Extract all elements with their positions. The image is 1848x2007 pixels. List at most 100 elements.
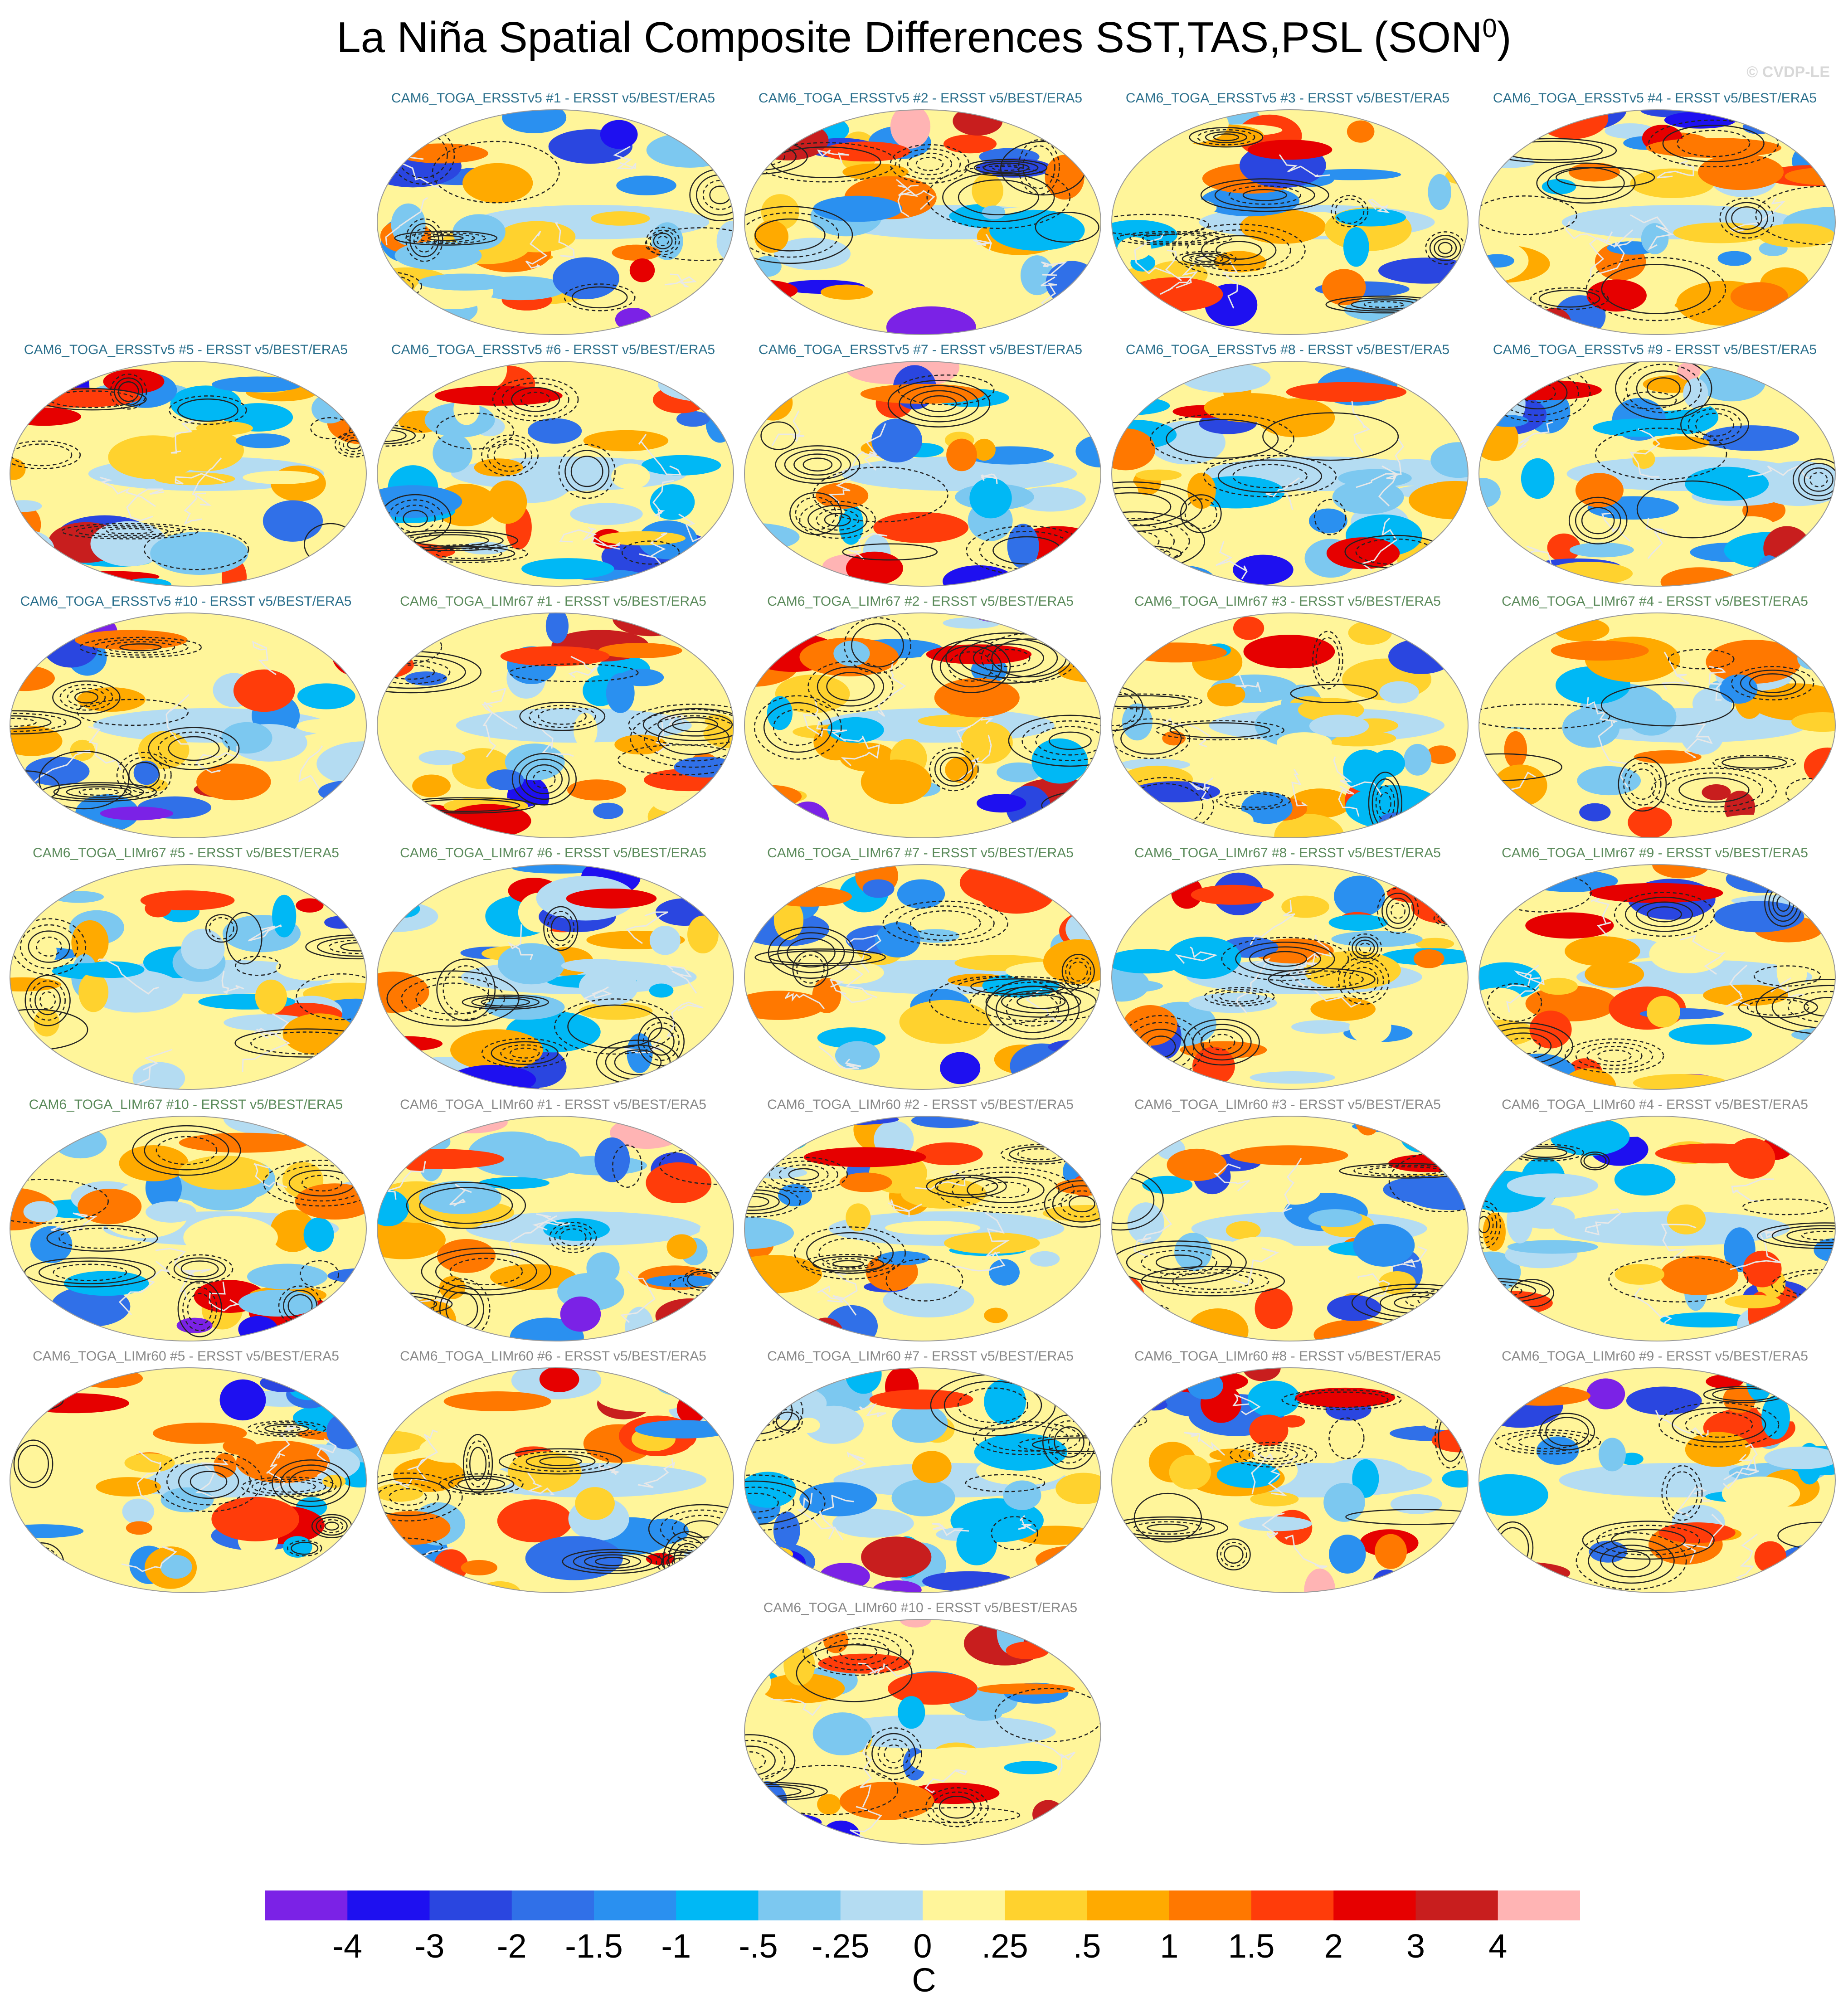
- psl-contour: [1213, 133, 1240, 141]
- anomaly-region: [1547, 533, 1581, 562]
- psl-contour: [1065, 796, 1101, 815]
- anomaly-region: [1135, 469, 1182, 481]
- map-plot: [1111, 1367, 1469, 1593]
- anomaly-region: [1605, 123, 1655, 139]
- psl-contour: [1662, 125, 1765, 162]
- psl-contour: [1388, 1151, 1468, 1213]
- psl-contour: [1568, 496, 1628, 544]
- anomaly-region: [433, 433, 473, 473]
- psl-contour: [865, 1727, 922, 1780]
- anomaly-region: [510, 1317, 584, 1341]
- anomaly-region: [911, 929, 960, 943]
- anomaly-region: [758, 639, 794, 651]
- psl-contour: [1636, 480, 1748, 539]
- coastline: [298, 745, 323, 789]
- psl-contour: [1749, 673, 1796, 693]
- psl-contour: [34, 986, 61, 1016]
- coastline: [1134, 233, 1172, 275]
- anomaly-region: [1204, 393, 1298, 423]
- anomaly-region: [827, 717, 884, 743]
- psl-contour: [114, 377, 143, 406]
- psl-contour: [1204, 987, 1275, 1007]
- psl-contour: [481, 1038, 568, 1068]
- coastline: [845, 934, 881, 973]
- psl-contour: [995, 986, 1070, 1033]
- anomaly-region: [497, 943, 565, 985]
- psl-contour: [1792, 458, 1835, 501]
- psl-contour: [539, 1456, 582, 1467]
- anomaly-region: [1565, 936, 1640, 967]
- map-outline: [744, 1367, 1101, 1593]
- psl-contour: [1678, 777, 1750, 803]
- psl-contour: [1201, 235, 1277, 266]
- map-plot: [744, 1367, 1101, 1593]
- anomaly-region: [710, 1135, 734, 1161]
- psl-contour: [744, 206, 853, 264]
- anomaly-region: [1030, 1251, 1060, 1267]
- anomaly-region: [1660, 1312, 1753, 1328]
- coastline: [1598, 720, 1629, 788]
- anomaly-region: [426, 1132, 451, 1151]
- anomaly-region: [401, 1298, 457, 1341]
- coastline: [1677, 1486, 1712, 1517]
- psl-contour: [754, 218, 826, 252]
- psl-contour: [1279, 970, 1364, 988]
- psl-contour: [562, 1549, 663, 1574]
- psl-contour: [39, 991, 56, 1010]
- psl-contour: [851, 623, 904, 668]
- psl-contour: [1725, 202, 1768, 234]
- anomaly-region: [646, 1275, 715, 1288]
- psl-contour: [525, 1453, 596, 1469]
- anomaly-region: [1793, 1368, 1835, 1379]
- psl-contour: [405, 232, 486, 244]
- map-outline: [1111, 1116, 1469, 1341]
- anomaly-region: [39, 1437, 112, 1477]
- anomaly-region: [70, 739, 95, 761]
- coastline: [134, 1049, 173, 1088]
- psl-contour: [1624, 896, 1704, 932]
- coastline: [1025, 988, 1064, 1024]
- anomaly-region: [212, 376, 303, 393]
- map-outline: [744, 109, 1101, 335]
- anomaly-region: [1479, 1474, 1548, 1516]
- psl-contour: [973, 643, 1044, 673]
- anomaly-region: [1646, 996, 1680, 1028]
- psl-contour: [1112, 693, 1202, 709]
- anomaly-region: [765, 886, 852, 907]
- anomaly-region: [823, 1628, 849, 1653]
- anomaly-region: [964, 1707, 1002, 1721]
- psl-contour: [549, 1222, 597, 1253]
- psl-contour: [53, 1263, 127, 1281]
- anomaly-region: [497, 1499, 573, 1543]
- anomaly-region: [575, 1487, 615, 1520]
- coastline: [638, 434, 682, 476]
- psl-contour: [567, 1004, 662, 1049]
- map-plot: [1478, 864, 1836, 1090]
- coastline: [841, 735, 880, 767]
- anomaly-region: [687, 915, 719, 954]
- anomaly-region: [635, 1420, 732, 1438]
- anomaly-region: [676, 411, 710, 427]
- psl-contour: [925, 1787, 989, 1827]
- anomaly-region: [1112, 428, 1156, 471]
- psl-contour: [10, 718, 37, 727]
- coastline: [1655, 1410, 1709, 1438]
- anomaly-region: [539, 1368, 579, 1392]
- psl-contour: [501, 382, 569, 417]
- anomaly-region: [1405, 1318, 1468, 1341]
- psl-contour: [550, 915, 571, 942]
- anomaly-region: [1791, 712, 1835, 732]
- anomaly-region: [272, 1579, 365, 1593]
- map-outline: [1111, 612, 1469, 838]
- psl-contour: [310, 417, 351, 439]
- anomaly-region: [10, 1070, 83, 1089]
- anomaly-region: [1529, 1011, 1572, 1049]
- anomaly-region: [1653, 436, 1710, 450]
- anomaly-region: [233, 669, 295, 712]
- psl-contour: [1208, 1034, 1235, 1051]
- colorbar-box: [347, 1890, 430, 1920]
- anomaly-region: [1592, 418, 1687, 437]
- anomaly-region: [1348, 621, 1392, 645]
- psl-contour: [11, 443, 73, 467]
- psl-contour: [1189, 127, 1264, 148]
